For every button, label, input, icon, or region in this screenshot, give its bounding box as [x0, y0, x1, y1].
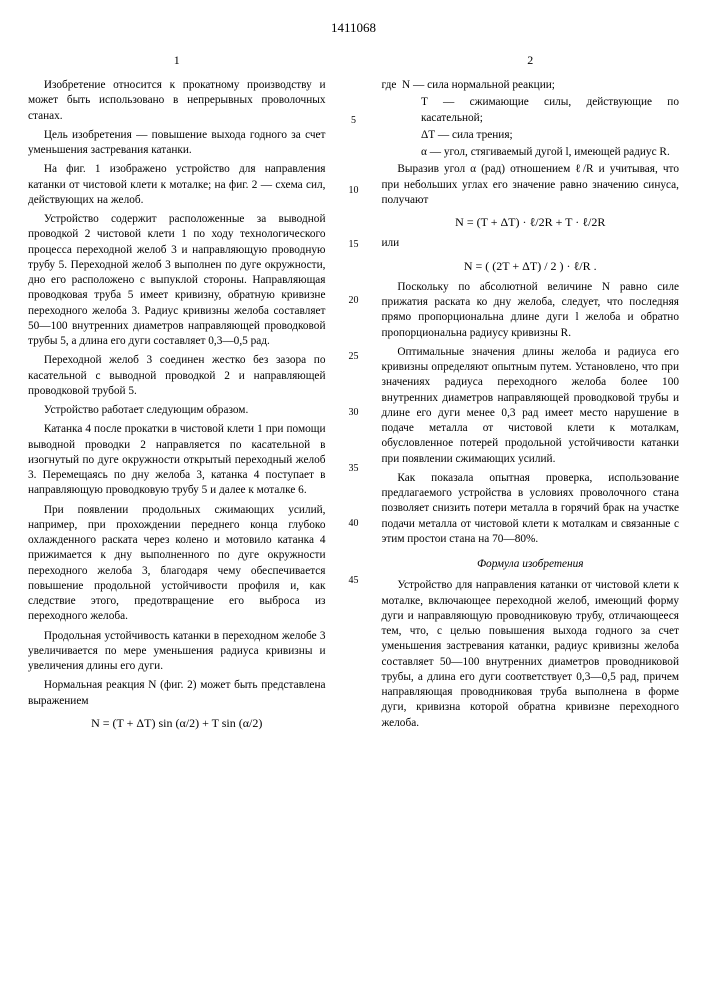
paragraph: Изобретение относится к прокатному произ… [28, 78, 326, 124]
line-number: 45 [346, 576, 362, 586]
definition: α — угол, стягиваемый дугой l, имеющей р… [382, 145, 680, 160]
definition: где N — сила нормальной реакции; [382, 78, 680, 93]
col2-number: 2 [382, 52, 680, 68]
line-number-gutter: 5 10 15 20 25 30 35 40 45 [346, 52, 362, 737]
doc-number: 1411068 [28, 20, 679, 36]
formula: N = (T + ΔT) · ℓ/2R + T · ℓ/2R [382, 214, 680, 230]
formula: N = ( (2T + ΔT) / 2 ) · ℓ/R . [382, 258, 680, 274]
paragraph: Как показала опытная проверка, использов… [382, 471, 680, 547]
definition: T — сжимающие силы, действующие по касат… [382, 95, 680, 126]
line-number: 40 [346, 519, 362, 529]
or-label: или [382, 236, 680, 251]
paragraph: Оптимальные значения длины желоба и ради… [382, 345, 680, 467]
paragraph: Нормальная реакция N (фиг. 2) может быть… [28, 678, 326, 709]
paragraph: Устройство содержит расположенные за выв… [28, 212, 326, 349]
paragraph: Переходной желоб 3 соединен жестко без з… [28, 353, 326, 399]
line-number: 5 [346, 116, 362, 126]
claim: Устройство для направления катанки от чи… [382, 578, 680, 731]
column-right: 2 где N — сила нормальной реакции; T — с… [382, 52, 680, 737]
formula: N = (T + ΔT) sin (α/2) + T sin (α/2) [28, 715, 326, 731]
paragraph: Катанка 4 после прокатки в чистовой клет… [28, 422, 326, 498]
paragraph: На фиг. 1 изображено устройство для напр… [28, 162, 326, 208]
paragraph: Поскольку по абсолютной величине N равно… [382, 280, 680, 341]
paragraph: Цель изобретения — повышение выхода годн… [28, 128, 326, 159]
line-number: 35 [346, 464, 362, 474]
line-number: 15 [346, 240, 362, 250]
line-number: 20 [346, 296, 362, 306]
definition: ΔT — сила трения; [382, 128, 680, 143]
def-n: N — сила нормальной реакции; [402, 79, 555, 91]
paragraph: Устройство работает следующим образом. [28, 403, 326, 418]
line-number: 10 [346, 186, 362, 196]
col1-number: 1 [28, 52, 326, 68]
paragraph: Выразив угол α (рад) отношением ℓ/R и уч… [382, 162, 680, 208]
def-label: где [382, 79, 397, 91]
paragraph: При появлении продольных сжимающих усили… [28, 503, 326, 625]
section-title: Формула изобретения [382, 557, 680, 572]
paragraph: Продольная устойчивость катанки в перехо… [28, 629, 326, 675]
columns: 1 Изобретение относится к прокатному про… [28, 52, 679, 737]
line-number: 30 [346, 408, 362, 418]
page: 1411068 1 Изобретение относится к прокат… [0, 0, 707, 747]
line-number: 25 [346, 352, 362, 362]
column-left: 1 Изобретение относится к прокатному про… [28, 52, 326, 737]
